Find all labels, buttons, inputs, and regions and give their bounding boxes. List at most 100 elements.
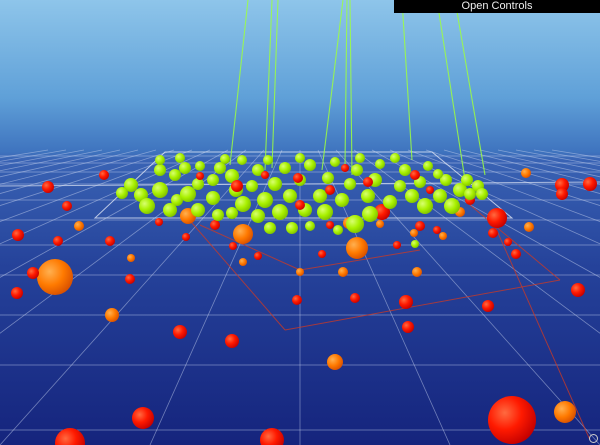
sphere-orange (239, 258, 247, 266)
sphere-orange (233, 224, 253, 244)
sphere-red (125, 274, 135, 284)
sphere-green (191, 203, 205, 217)
sphere-orange (554, 401, 576, 423)
sphere-red (11, 287, 23, 299)
sphere-green (163, 203, 177, 217)
sphere-green (433, 169, 443, 179)
sphere-green (268, 177, 282, 191)
sphere-green (251, 209, 265, 223)
sphere-cloud[interactable] (11, 153, 597, 445)
sphere-orange (346, 237, 368, 259)
sphere-orange (412, 267, 422, 277)
sphere-red (62, 201, 72, 211)
sphere-green (313, 189, 327, 203)
sphere-green (375, 159, 385, 169)
sphere-orange (376, 220, 384, 228)
sphere-red (182, 233, 190, 241)
sphere-red (292, 295, 302, 305)
sphere-orange (439, 232, 447, 240)
sphere-orange (296, 268, 304, 276)
sphere-red (231, 180, 243, 192)
sphere-green (351, 164, 363, 176)
sphere-red (318, 250, 326, 258)
tether-line (229, 0, 249, 166)
sphere-red (511, 249, 521, 259)
sphere-red (555, 178, 569, 192)
sphere-red (105, 236, 115, 246)
sphere-green (322, 172, 334, 184)
sphere-green (169, 169, 181, 181)
sphere-green (295, 153, 305, 163)
tether-line (454, 0, 486, 176)
sphere-green (279, 162, 291, 174)
sphere-green (235, 196, 251, 212)
sphere-red (363, 177, 373, 187)
sphere-green (335, 193, 349, 207)
sphere-green (286, 222, 298, 234)
tether-line (401, 0, 413, 161)
open-controls-button[interactable]: Open Controls (394, 0, 600, 13)
sphere-green (252, 164, 264, 176)
sphere-green (207, 174, 219, 186)
helper-line (299, 249, 421, 271)
grid-line-v (389, 149, 600, 245)
sphere-red (410, 170, 420, 180)
sphere-green (453, 183, 467, 197)
helper-line (284, 279, 561, 331)
sphere-green (461, 174, 473, 186)
sphere-green (423, 161, 433, 171)
sphere-orange (74, 221, 84, 231)
sphere-red (426, 186, 434, 194)
sphere-green (154, 164, 166, 176)
sphere-orange (410, 229, 418, 237)
sphere-red (53, 236, 63, 246)
sphere-red (293, 173, 303, 183)
grid-line-v (425, 149, 600, 206)
sphere-orange (327, 354, 343, 370)
sphere-green (411, 240, 419, 248)
sphere-green (476, 188, 488, 200)
sphere-green (440, 174, 452, 186)
sphere-green (195, 161, 205, 171)
sphere-green (237, 155, 247, 165)
sphere-green (226, 207, 238, 219)
sphere-green (405, 189, 419, 203)
sphere-green (179, 162, 191, 174)
sphere-green (192, 178, 204, 190)
sphere-red (325, 185, 335, 195)
grid-line-v (335, 149, 600, 445)
tether-line (264, 0, 273, 171)
grid-line-v (0, 149, 193, 222)
tether-line (321, 0, 344, 171)
tether-line (349, 0, 353, 176)
sphere-red (399, 295, 413, 309)
sphere-green (212, 209, 224, 221)
sphere-red (99, 170, 109, 180)
sphere-green (283, 189, 297, 203)
tether-line (271, 0, 279, 169)
sphere-green (344, 178, 356, 190)
sphere-red (433, 226, 441, 234)
sphere-red (504, 238, 512, 246)
sphere-green (175, 153, 185, 163)
sphere-red (210, 220, 220, 230)
sphere-red (402, 321, 414, 333)
sphere-red (295, 200, 305, 210)
sphere-green (355, 153, 365, 163)
grid-line-v (0, 149, 265, 445)
sphere-green (444, 198, 460, 214)
sphere-red (173, 325, 187, 339)
grid-line-v (353, 149, 600, 334)
sphere-green (362, 206, 378, 222)
sphere-green (272, 204, 288, 220)
sphere-green (399, 164, 411, 176)
sphere-green (333, 225, 343, 235)
helper-lines (184, 204, 591, 441)
helper-line (199, 224, 301, 271)
helper-line (184, 214, 286, 331)
sphere-green (346, 215, 364, 233)
grid-line-v (0, 149, 175, 206)
sphere-green (264, 222, 276, 234)
